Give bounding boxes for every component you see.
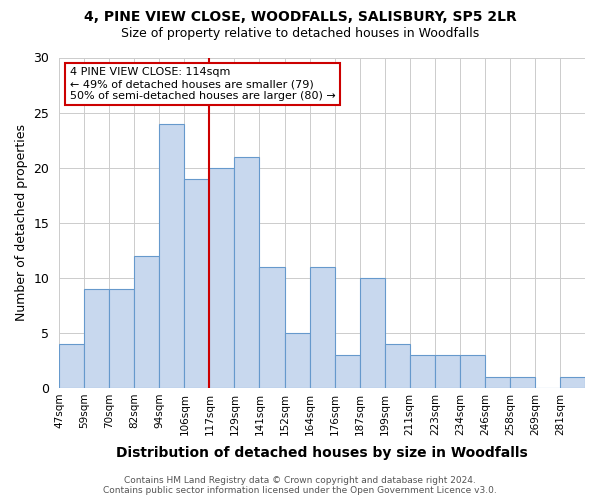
Bar <box>134 256 160 388</box>
Bar <box>510 377 535 388</box>
Text: Contains HM Land Registry data © Crown copyright and database right 2024.
Contai: Contains HM Land Registry data © Crown c… <box>103 476 497 495</box>
Bar <box>310 267 335 388</box>
Bar <box>460 355 485 388</box>
Bar <box>184 178 209 388</box>
Bar <box>560 377 585 388</box>
Bar <box>259 267 284 388</box>
Bar <box>335 355 359 388</box>
Bar <box>235 156 259 388</box>
Bar <box>435 355 460 388</box>
Y-axis label: Number of detached properties: Number of detached properties <box>15 124 28 321</box>
Text: Size of property relative to detached houses in Woodfalls: Size of property relative to detached ho… <box>121 28 479 40</box>
Bar <box>84 289 109 388</box>
Bar <box>410 355 435 388</box>
Bar <box>359 278 385 388</box>
Bar <box>485 377 510 388</box>
Text: 4 PINE VIEW CLOSE: 114sqm
← 49% of detached houses are smaller (79)
50% of semi-: 4 PINE VIEW CLOSE: 114sqm ← 49% of detac… <box>70 68 335 100</box>
Bar <box>209 168 235 388</box>
Bar <box>59 344 84 388</box>
Bar <box>284 333 310 388</box>
Bar <box>385 344 410 388</box>
Bar <box>160 124 184 388</box>
Bar <box>109 289 134 388</box>
Text: 4, PINE VIEW CLOSE, WOODFALLS, SALISBURY, SP5 2LR: 4, PINE VIEW CLOSE, WOODFALLS, SALISBURY… <box>83 10 517 24</box>
X-axis label: Distribution of detached houses by size in Woodfalls: Distribution of detached houses by size … <box>116 446 528 460</box>
